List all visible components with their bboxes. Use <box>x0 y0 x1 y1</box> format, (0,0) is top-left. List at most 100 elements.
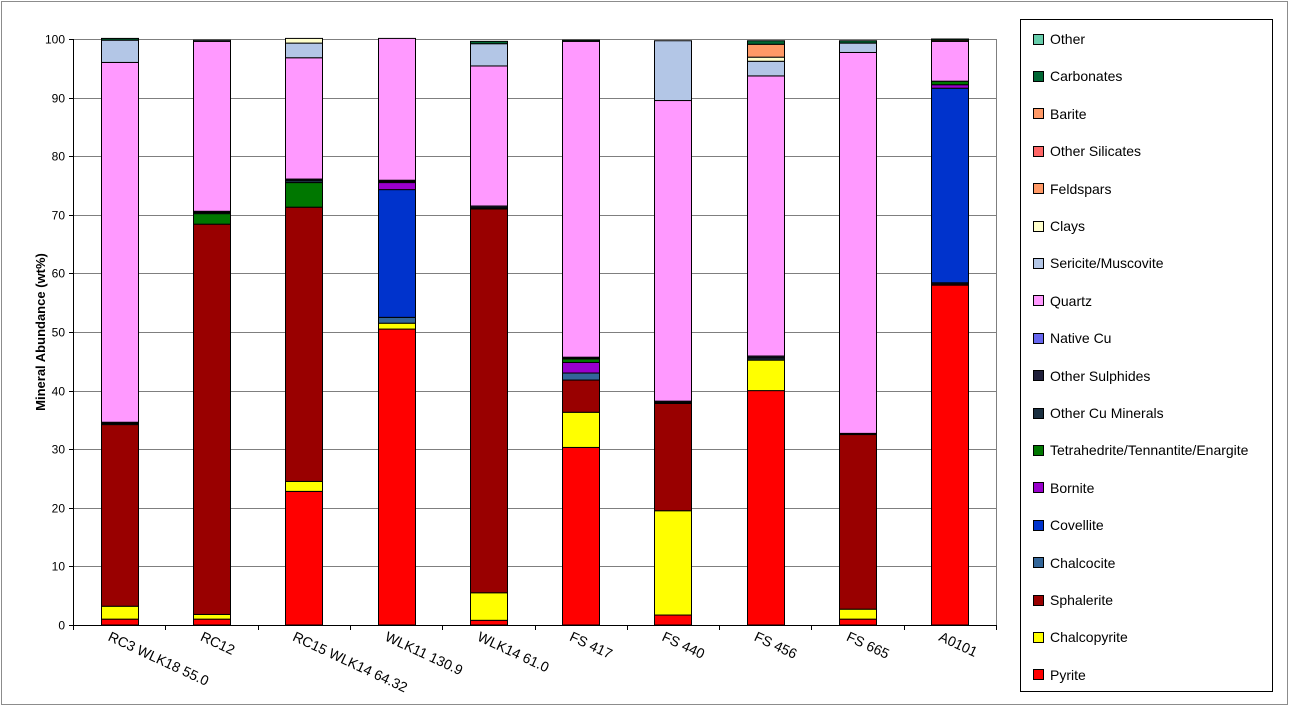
y-axis-label: Mineral Abundance (wt%) <box>33 253 48 411</box>
legend-label: Covellite <box>1050 517 1104 534</box>
y-tick-label: 40 <box>52 385 66 399</box>
legend-item: Other Sulphides <box>1033 368 1150 384</box>
bar-segment-pyrite <box>654 614 692 626</box>
bar-segment-chalcopyrite <box>562 411 600 448</box>
legend-item: Bornite <box>1033 480 1094 496</box>
bar-segment-sericite-muscovite <box>470 43 508 67</box>
legend-swatch <box>1033 108 1044 120</box>
bar-segment-pyrite <box>378 328 416 626</box>
bar-segment-sericite-muscovite <box>285 42 323 59</box>
legend-swatch <box>1033 257 1044 269</box>
x-tick-label: FS 456 <box>752 628 800 662</box>
x-tick-label: FS 665 <box>844 628 892 662</box>
legend-item: Other Cu Minerals <box>1033 405 1164 421</box>
x-tick-label: FS 440 <box>660 628 708 662</box>
bar-segment-quartz <box>378 37 416 181</box>
legend-label: Bornite <box>1050 479 1095 496</box>
bar-segment-pyrite <box>101 618 139 626</box>
bars <box>101 37 969 626</box>
legend-item: Other Silicates <box>1033 143 1141 159</box>
x-tick-label: RC12 <box>198 628 237 658</box>
bar-segment-pyrite <box>470 619 508 626</box>
legend-item: Tetrahedrite/Tennantite/Enargite <box>1033 442 1248 458</box>
y-tick-label: 20 <box>52 502 66 516</box>
bar-segment-sericite-muscovite <box>101 39 139 63</box>
bar-segment-quartz <box>654 100 692 402</box>
bar-segment-pyrite <box>562 446 600 626</box>
bar-segment-quartz <box>101 61 139 423</box>
legend-item: Feldspars <box>1033 181 1111 197</box>
bar-segment-sphalerite <box>193 223 231 615</box>
bar-segment-chalcopyrite <box>747 359 785 392</box>
x-tick-label: FS 417 <box>567 628 615 662</box>
x-tick-label: WLK11 130.9 <box>383 628 466 678</box>
legend-item: Barite <box>1033 106 1087 122</box>
bar-segment-chalcopyrite <box>654 510 692 616</box>
legend-label: Pyrite <box>1050 666 1086 683</box>
bar-segment-quartz <box>285 57 323 180</box>
bar-segment-chalcocite <box>562 372 600 381</box>
legend-swatch <box>1033 594 1044 606</box>
legend-item: Quartz <box>1033 293 1092 309</box>
legend-swatch <box>1033 482 1044 494</box>
bar-segment-tetrahedrite-tennantite-enargite <box>193 213 231 225</box>
bar-segment-sericite-muscovite <box>654 40 692 102</box>
bar-segment-sericite-muscovite <box>747 60 785 77</box>
legend-label: Other Sulphides <box>1050 367 1151 384</box>
bar-segment-sphalerite <box>839 434 877 610</box>
legend-swatch <box>1033 557 1044 569</box>
legend: Other Carbonates Barite Other Silicates Feld… <box>1020 19 1273 692</box>
bar-segment-covellite <box>931 87 969 284</box>
legend-label: Other <box>1050 31 1086 47</box>
legend-swatch <box>1033 145 1044 157</box>
bar-segment-sericite-muscovite <box>839 42 877 53</box>
bar-segment-clays <box>285 37 323 44</box>
legend-swatch <box>1033 183 1044 195</box>
bar-segment-quartz <box>562 40 600 358</box>
x-tick-label: WLK14 61.0 <box>475 628 552 675</box>
legend-item: Clays <box>1033 218 1085 234</box>
legend-label: Sphalerite <box>1050 592 1114 608</box>
bar-segment-carbonates <box>562 39 600 42</box>
bar-segment-quartz <box>747 75 785 357</box>
y-tick-label: 60 <box>52 267 66 281</box>
bar-segment-sphalerite <box>470 208 508 594</box>
y-tick-label: 10 <box>52 560 66 574</box>
bar-segment-tetrahedrite-tennantite-enargite <box>285 182 323 208</box>
legend-swatch <box>1033 332 1044 344</box>
bar-segment-carbonates <box>747 40 785 45</box>
legend-swatch <box>1033 295 1044 307</box>
legend-label: Barite <box>1050 105 1087 122</box>
legend-item: Chalcopyrite <box>1033 629 1128 645</box>
legend-label: Feldspars <box>1050 180 1112 197</box>
bar-segment-pyrite <box>931 284 969 626</box>
legend-label: Chalcopyrite <box>1050 629 1128 646</box>
bar-segment-sphalerite <box>562 379 600 413</box>
bar-segment-chalcopyrite <box>101 605 139 620</box>
bar-segment-bornite <box>378 182 416 191</box>
y-tick-labels: 0 10 20 30 40 50 60 70 80 90 100 <box>45 33 65 633</box>
axes <box>69 39 997 630</box>
bar-segment-bornite <box>562 361 600 374</box>
legend-item: Covellite <box>1033 517 1104 533</box>
legend-swatch <box>1033 220 1044 232</box>
x-tick-label: A0101 <box>937 628 981 660</box>
bar-segment-pyrite <box>193 618 231 626</box>
bar-segment-tetrahedrite-tennantite-enargite <box>931 80 969 86</box>
bar-segment-clays <box>747 56 785 62</box>
bar-segment-sphalerite <box>654 402 692 512</box>
bar-segment-chalcopyrite <box>193 613 231 620</box>
legend-item: Chalcocite <box>1033 555 1115 571</box>
bar-segment-chalcopyrite <box>470 592 508 621</box>
legend-item: Carbonates <box>1033 68 1122 84</box>
bar-segment-chalcopyrite <box>378 322 416 330</box>
legend-item: Sphalerite <box>1033 592 1113 608</box>
bar-segment-sphalerite <box>285 206 323 482</box>
bar-segment-pyrite <box>839 618 877 626</box>
legend-swatch <box>1033 70 1044 82</box>
legend-swatch <box>1033 370 1044 382</box>
legend-label: Other Cu Minerals <box>1050 405 1164 421</box>
legend-label: Clays <box>1050 218 1086 234</box>
